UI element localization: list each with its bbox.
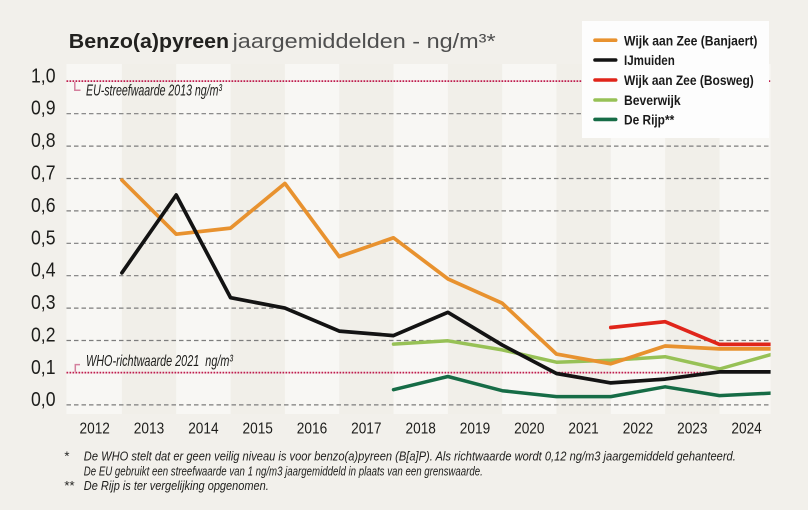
svg-text:Wijk aan Zee (Banjaert): Wijk aan Zee (Banjaert) — [624, 33, 757, 48]
svg-text:0,9: 0,9 — [31, 97, 56, 120]
svg-text:0,4: 0,4 — [31, 259, 56, 282]
svg-text:0,3: 0,3 — [31, 291, 56, 314]
svg-text:WHO-richtwaarde 2021 ng/m³: WHO-richtwaarde 2021 ng/m³ — [86, 353, 233, 370]
svg-text:0,6: 0,6 — [31, 194, 56, 217]
svg-text:2020: 2020 — [514, 421, 545, 438]
svg-text:Benzo(a)pyreen: Benzo(a)pyreen — [69, 30, 229, 53]
svg-text:2015: 2015 — [243, 421, 274, 438]
svg-text:2019: 2019 — [460, 421, 491, 438]
svg-text:2016: 2016 — [297, 421, 328, 438]
svg-text:jaargemiddelden - ng/m³*: jaargemiddelden - ng/m³* — [231, 30, 495, 53]
svg-text:2014: 2014 — [188, 421, 219, 438]
svg-text:0,7: 0,7 — [31, 162, 56, 185]
svg-text:2024: 2024 — [731, 421, 762, 438]
svg-text:0,2: 0,2 — [31, 324, 56, 347]
svg-text:0,8: 0,8 — [31, 129, 56, 152]
svg-text:De WHO stelt dat er geen veili: De WHO stelt dat er geen veilig niveau i… — [84, 449, 736, 464]
svg-text:De EU gebruikt een streefwaard: De EU gebruikt een streefwaarde van 1 ng… — [84, 463, 483, 478]
svg-text:0,0: 0,0 — [31, 388, 56, 411]
svg-text:2012: 2012 — [80, 421, 110, 438]
svg-text:2017: 2017 — [351, 421, 381, 438]
svg-text:2021: 2021 — [568, 421, 599, 438]
svg-text:EU-streefwaarde 2013 ng/m³: EU-streefwaarde 2013 ng/m³ — [86, 83, 222, 100]
svg-text:2013: 2013 — [134, 421, 165, 438]
svg-text:0,1: 0,1 — [31, 356, 56, 379]
svg-text:De Rijp is ter vergelijking op: De Rijp is ter vergelijking opgenomen. — [84, 478, 269, 493]
svg-text:De Rijp**: De Rijp** — [624, 113, 675, 128]
svg-text:*: * — [64, 449, 70, 464]
svg-text:**: ** — [64, 478, 75, 493]
svg-text:Wijk aan Zee (Bosweg): Wijk aan Zee (Bosweg) — [624, 73, 754, 88]
svg-text:2022: 2022 — [623, 421, 653, 438]
svg-text:1,0: 1,0 — [31, 64, 56, 87]
svg-text:0,5: 0,5 — [31, 226, 56, 249]
svg-text:2018: 2018 — [406, 421, 437, 438]
svg-text:2023: 2023 — [677, 421, 708, 438]
svg-text:Beverwijk: Beverwijk — [624, 93, 681, 108]
svg-text:IJmuiden: IJmuiden — [624, 53, 675, 68]
